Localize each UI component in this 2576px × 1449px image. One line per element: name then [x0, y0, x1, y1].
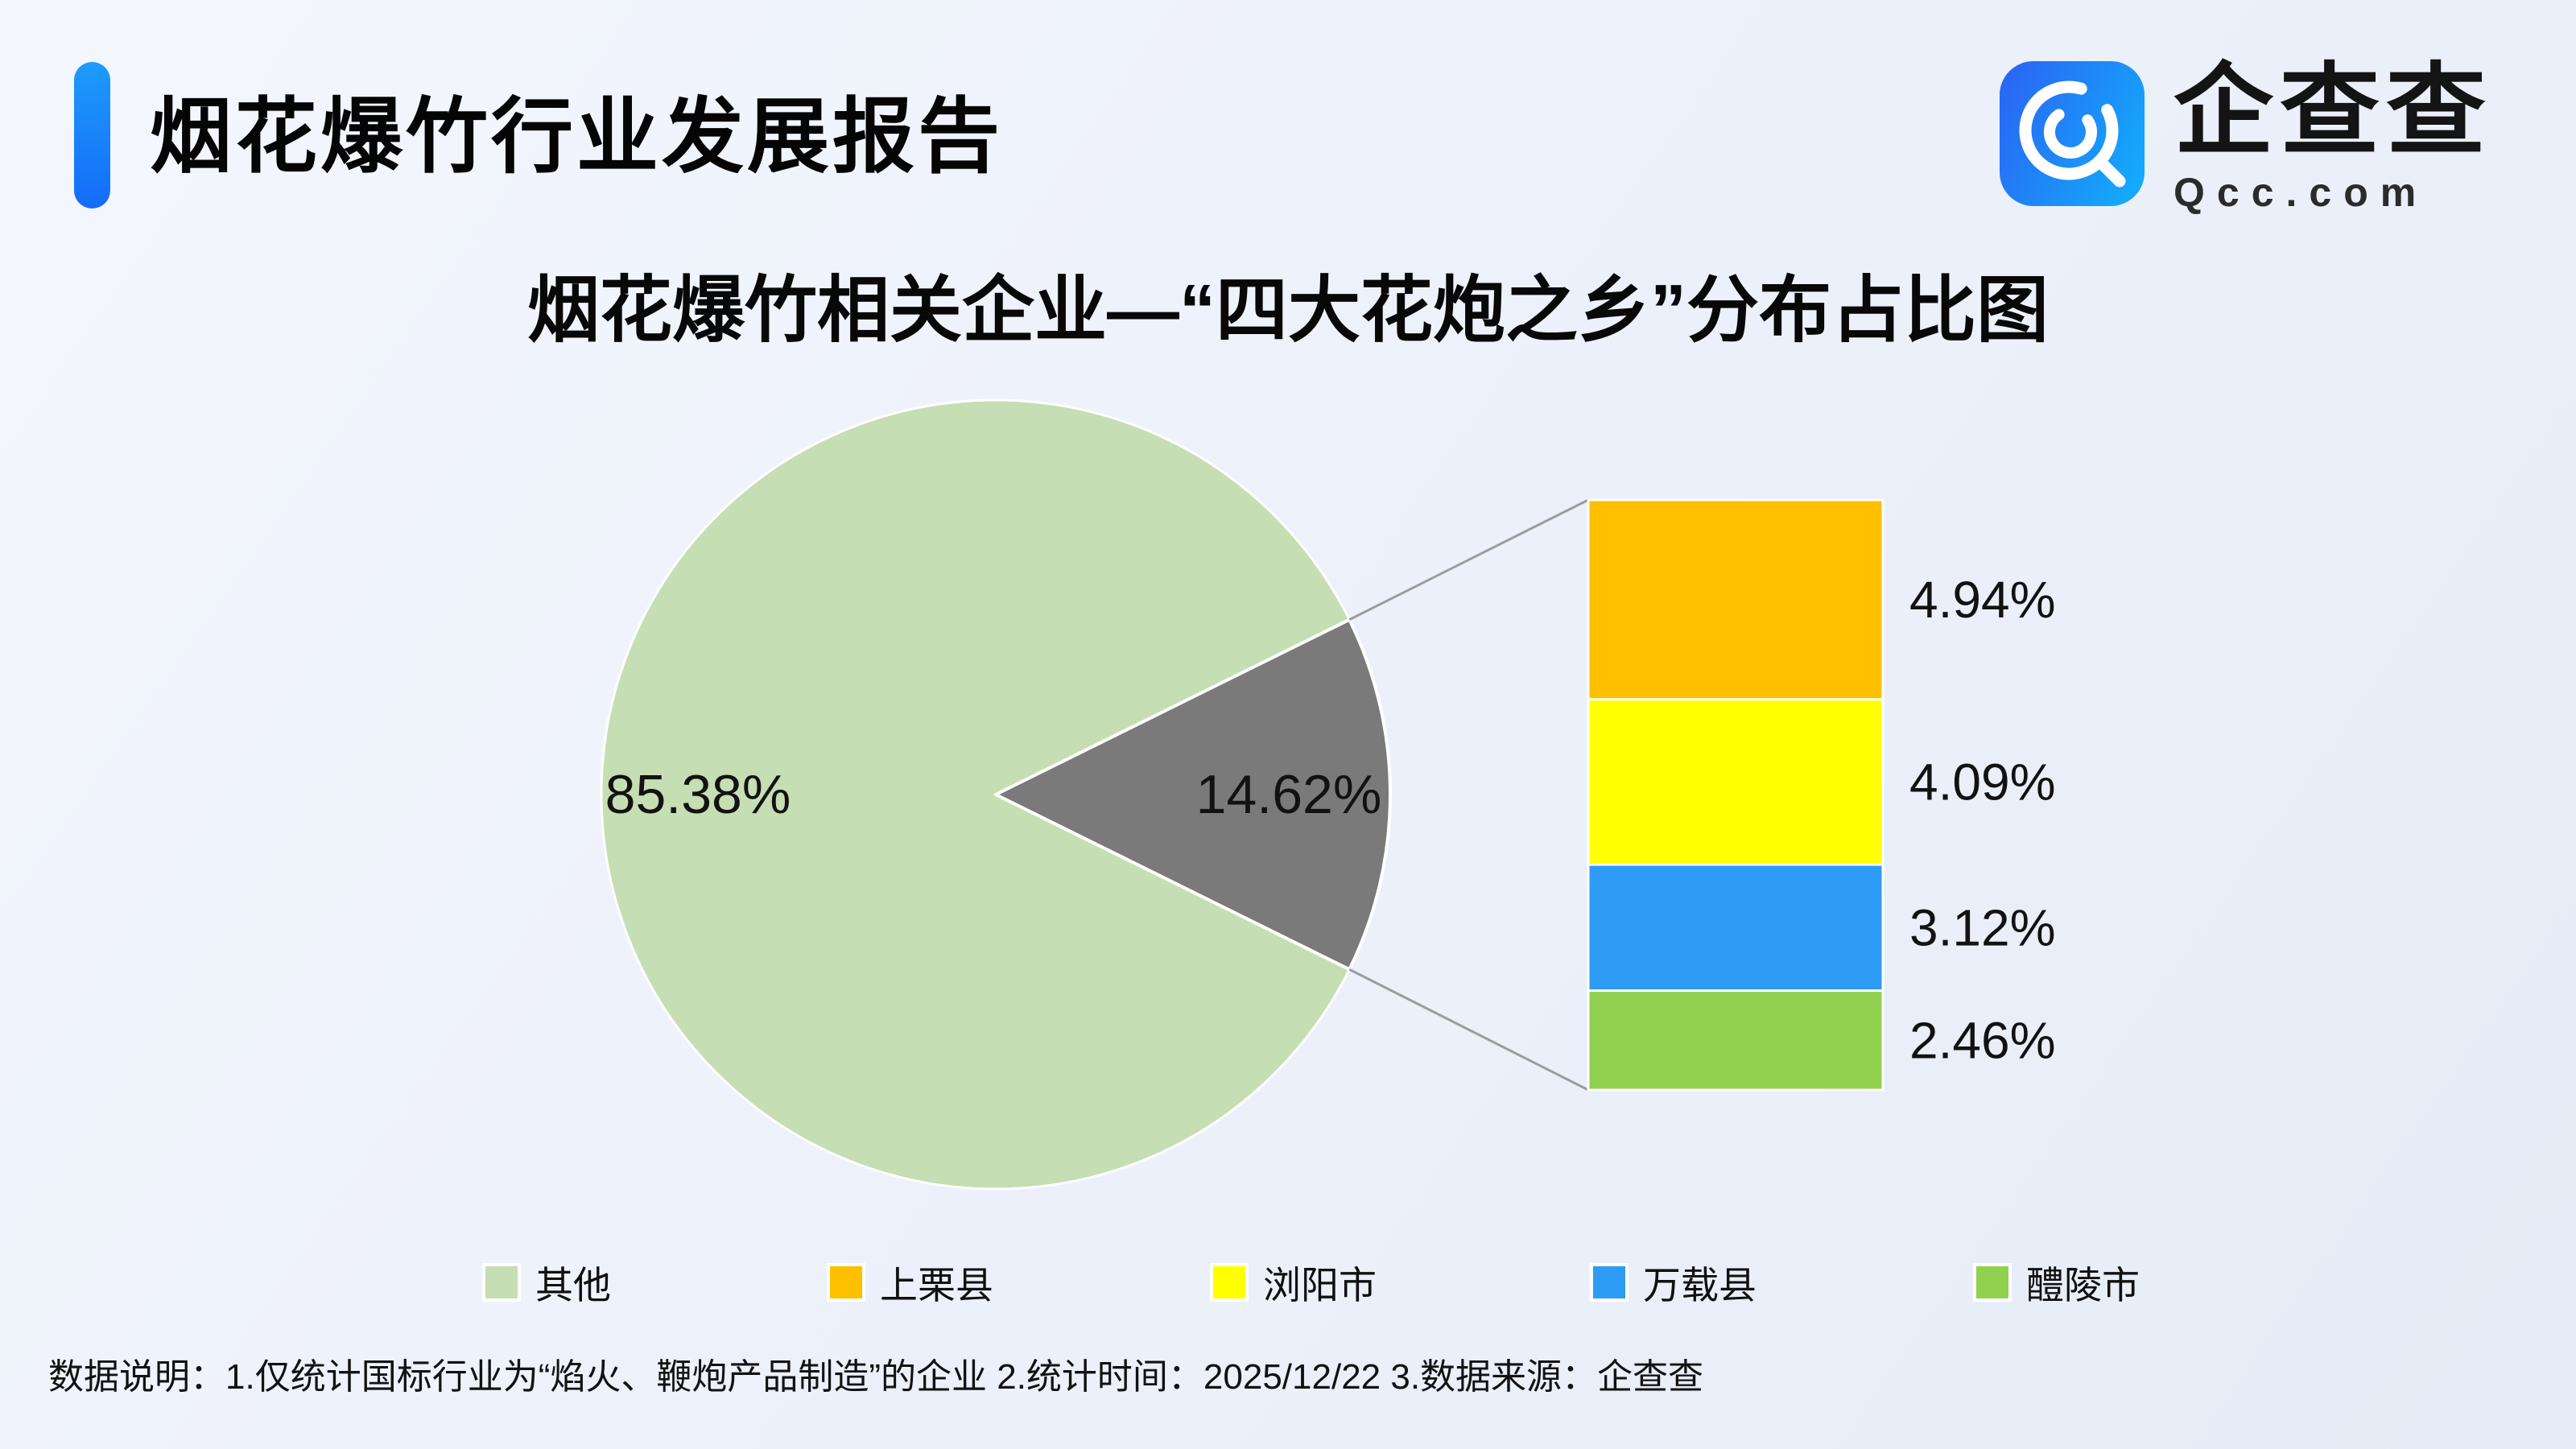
bar-value-label-0: 4.94% [1909, 571, 2055, 629]
qcc-logo-text: 企查查 Qcc.com [2174, 61, 2492, 213]
qcc-logo: 企查查 Qcc.com [2000, 61, 2492, 213]
legend-swatch-liling [1973, 1262, 2012, 1302]
header-accent-bar [74, 62, 110, 208]
legend-item-liuyang: 浏阳市 [1210, 1254, 1377, 1310]
bar-segment-1 [1587, 698, 1885, 866]
pie-label-other: 85.38% [605, 764, 791, 825]
legend-label-other: 其他 [535, 1264, 611, 1307]
legend-item-liling: 醴陵市 [1973, 1254, 2140, 1310]
leader-line-bottom [1348, 968, 1589, 1092]
bar-segment-0 [1587, 498, 1885, 701]
bar-segment-2 [1587, 863, 1885, 993]
legend-item-other: 其他 [482, 1254, 611, 1310]
legend-item-shangli: 上栗县 [827, 1254, 993, 1310]
legend-label-liuyang: 浏阳市 [1263, 1264, 1377, 1307]
legend-swatch-liuyang [1210, 1262, 1249, 1302]
legend-swatch-wanzai [1590, 1262, 1629, 1302]
qcc-domain: Qcc.com [2174, 170, 2429, 215]
bar-segment-3 [1587, 989, 1885, 1092]
legend-label-shangli: 上栗县 [880, 1264, 993, 1307]
qcc-logo-icon [2000, 61, 2145, 206]
report-title: 烟花爆竹行业发展报告 [150, 91, 1003, 183]
bar-value-label-2: 3.12% [1909, 898, 2055, 956]
qcc-brand-name: 企查查 [2174, 56, 2493, 167]
legend-label-liling: 醴陵市 [2026, 1264, 2140, 1307]
pie-slice-breakout [994, 617, 1392, 972]
chart-title: 烟花爆竹相关企业—“四大花炮之乡”分布占比图 [527, 270, 2049, 351]
bar-value-label-1: 4.09% [1909, 753, 2055, 811]
legend-swatch-other [482, 1262, 521, 1302]
data-source-note: 数据说明：1.仅统计国标行业为“焰火、鞭炮产品制造”的企业 2.统计时间：202… [48, 1357, 1704, 1397]
legend-item-wanzai: 万载县 [1590, 1254, 1757, 1310]
legend-swatch-shangli [827, 1262, 865, 1302]
pie-label-breakout: 14.62% [1196, 764, 1382, 825]
leader-line-top [1348, 498, 1589, 621]
bar-value-label-3: 2.46% [1909, 1011, 2055, 1069]
legend-label-wanzai: 万载县 [1643, 1264, 1757, 1307]
